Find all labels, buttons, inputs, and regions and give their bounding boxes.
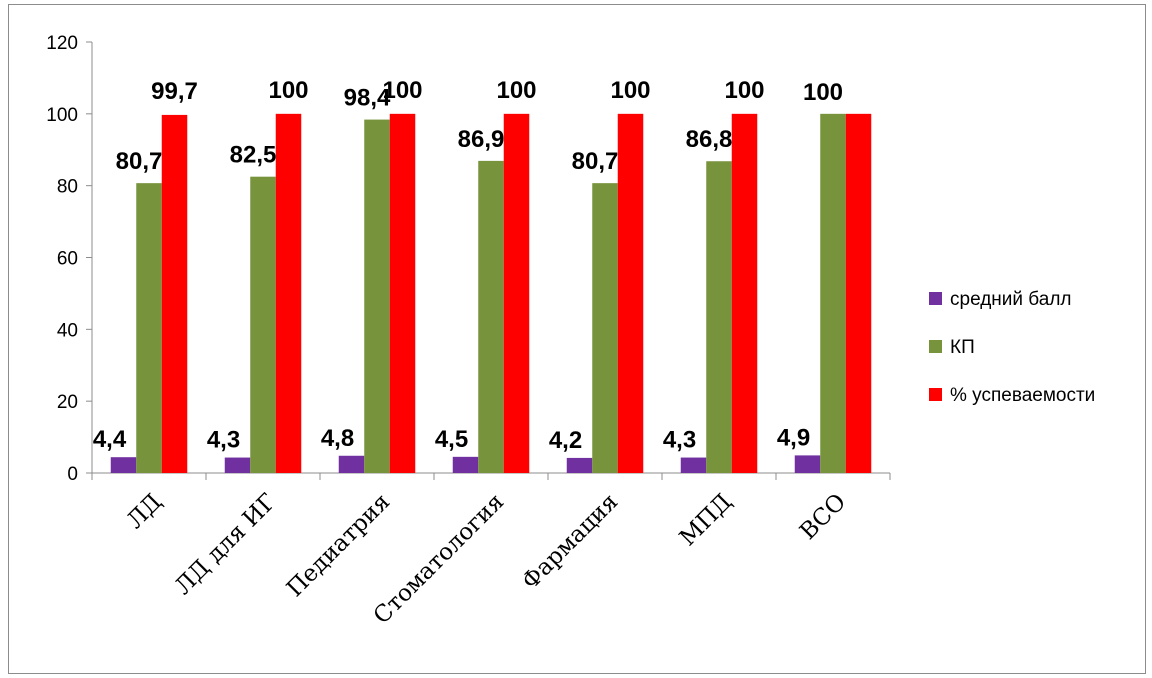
bar	[364, 119, 390, 473]
bar	[478, 160, 504, 474]
legend-entry: КП	[950, 337, 975, 358]
data-label: 100	[803, 79, 843, 106]
data-label: 4,3	[207, 427, 240, 454]
legend-entry: средний балл	[950, 289, 1072, 310]
bar	[706, 161, 732, 473]
y-tick-label: 120	[46, 33, 78, 54]
bar	[136, 183, 162, 473]
category-label: МПД	[675, 489, 737, 551]
category-label: Фармация	[517, 489, 623, 595]
y-tick-label: 20	[57, 392, 78, 413]
data-label: 4,3	[663, 427, 696, 454]
category-label: ЛД	[122, 489, 167, 534]
data-label: 80,7	[116, 148, 163, 175]
chart-frame	[8, 4, 1146, 674]
bar	[250, 176, 276, 473]
bar	[224, 457, 251, 473]
data-label: 99,7	[151, 78, 198, 105]
bar	[820, 113, 846, 473]
data-label: 4,4	[93, 426, 127, 453]
data-label: 100	[496, 77, 536, 104]
data-label: 100	[610, 77, 650, 104]
y-tick-label: 40	[57, 320, 78, 341]
bar	[389, 113, 416, 473]
data-label: 80,7	[572, 148, 619, 175]
bar	[617, 113, 644, 473]
y-tick-label: 60	[57, 249, 78, 270]
data-label: 86,8	[686, 126, 733, 153]
data-label: 4,8	[321, 425, 354, 452]
data-label: 86,9	[458, 126, 505, 153]
y-tick-label: 80	[57, 177, 78, 198]
data-label: 4,9	[777, 424, 810, 451]
bar	[452, 456, 479, 473]
legend-swatch	[929, 340, 942, 353]
legend-entry: % успеваемости	[950, 385, 1095, 406]
bar	[161, 114, 188, 474]
bar	[794, 455, 821, 473]
data-label: 4,5	[435, 426, 468, 453]
bar	[592, 183, 618, 473]
legend-swatch	[929, 388, 942, 401]
data-label: 98,4	[344, 85, 391, 112]
data-labels: 4,480,799,74,382,51004,898,41004,586,910…	[93, 77, 843, 454]
data-label: 100	[268, 77, 308, 104]
bar	[338, 455, 365, 473]
data-label: 100	[724, 77, 764, 104]
bar	[503, 113, 530, 473]
bar	[566, 457, 593, 473]
data-label: 4,2	[549, 427, 582, 454]
bar	[845, 113, 872, 473]
bar	[110, 457, 137, 473]
y-tick-label: 0	[67, 464, 78, 485]
legend-swatch	[929, 292, 942, 305]
data-label: 82,5	[230, 142, 277, 169]
category-label: ВСО	[795, 489, 851, 545]
category-label: ЛД для ИГ	[170, 489, 281, 600]
category-label: Педиатрия	[282, 489, 395, 602]
bars	[110, 113, 872, 474]
bar	[731, 113, 758, 473]
legend: средний балл КП % успеваемости	[929, 289, 1095, 406]
y-tick-label: 100	[46, 105, 78, 126]
bar	[680, 457, 707, 473]
bar	[275, 113, 302, 473]
data-label: 100	[382, 77, 422, 104]
